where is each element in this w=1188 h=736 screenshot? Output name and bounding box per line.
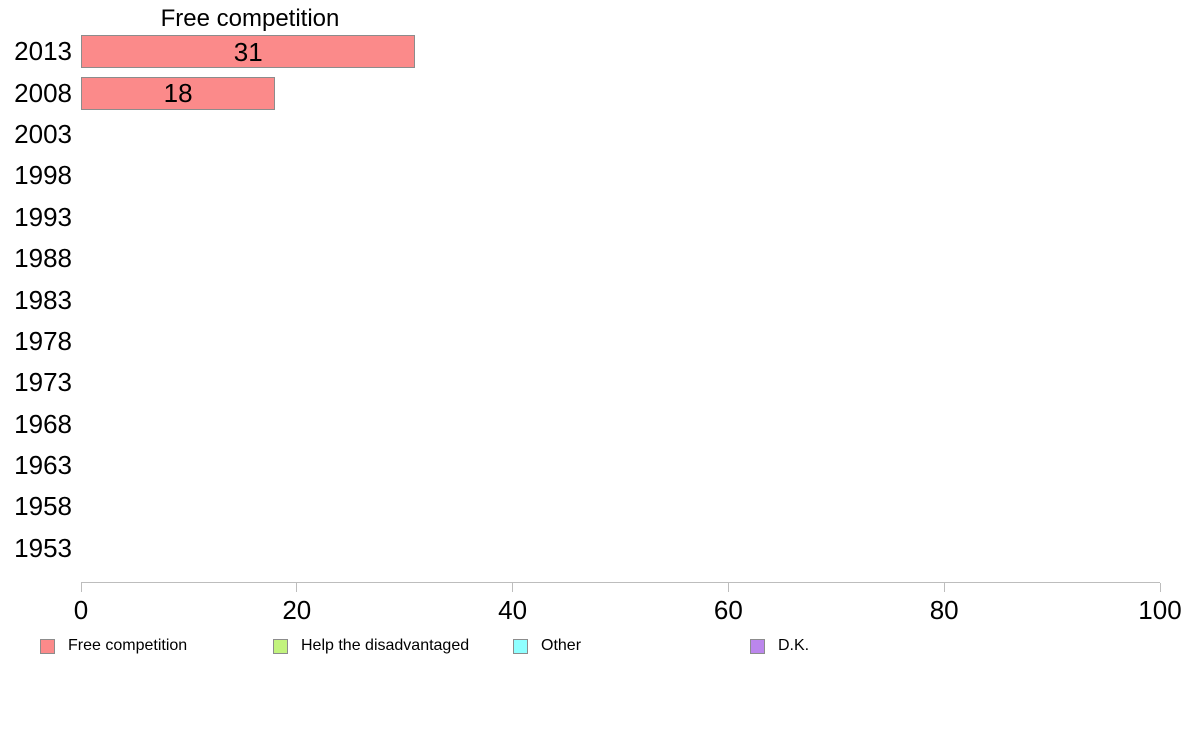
y-axis-label: 2008 xyxy=(14,77,72,108)
bar-track xyxy=(81,242,1160,275)
bar-row: 1968 xyxy=(0,404,1160,445)
bar-row: 1958 xyxy=(0,486,1160,527)
bar-track: 18 xyxy=(81,76,1160,110)
bar-row: 1998 xyxy=(0,155,1160,196)
y-axis-label: 1983 xyxy=(14,284,72,315)
x-axis-tick-label: 20 xyxy=(282,595,312,625)
legend-item: D.K. xyxy=(750,637,809,655)
x-axis: 0 20 40 60 80 100 xyxy=(74,582,1182,625)
bar-row: 1988 xyxy=(0,238,1160,279)
bar-value-label: 31 xyxy=(233,36,263,67)
y-axis-label: 1988 xyxy=(14,243,72,274)
bar-row: 1973 xyxy=(0,362,1160,403)
legend-label: Other xyxy=(541,637,582,654)
bar-row: 1983 xyxy=(0,279,1160,320)
y-axis-label: 1993 xyxy=(14,201,72,232)
y-axis-label: 2003 xyxy=(14,118,72,149)
y-axis-label: 1998 xyxy=(14,160,72,191)
bar-track xyxy=(81,532,1160,565)
bar-value-label: 18 xyxy=(163,78,193,109)
legend-item: Free competition xyxy=(40,637,187,655)
y-axis-label: 1953 xyxy=(14,532,72,563)
x-axis-tick xyxy=(943,583,945,592)
legend-item: Help the disadvantaged xyxy=(273,637,469,655)
bar-track xyxy=(81,118,1160,151)
y-axis-label: 1958 xyxy=(14,491,72,522)
bar-track xyxy=(81,201,1160,234)
bar-row: 2008 18 xyxy=(0,72,1160,113)
y-axis-label: 1978 xyxy=(14,325,72,356)
y-axis-label: 2013 xyxy=(14,36,72,67)
legend-swatch xyxy=(750,638,765,654)
bar-track xyxy=(81,366,1160,399)
x-axis-tick xyxy=(727,583,729,592)
legend-label: D.K. xyxy=(778,637,810,654)
bar-track xyxy=(81,284,1160,317)
bar-track xyxy=(81,490,1160,523)
bar-row: 2013 31 xyxy=(0,31,1160,72)
bar-row: 1953 xyxy=(0,528,1160,569)
legend-swatch xyxy=(273,638,288,654)
bar: 31 xyxy=(81,35,416,69)
bar-row: 1978 xyxy=(0,321,1160,362)
bar-track xyxy=(81,325,1160,358)
bar-row: 2003 xyxy=(0,114,1160,155)
x-axis-tick-label: 0 xyxy=(73,595,89,625)
x-axis-tick-label: 100 xyxy=(1138,595,1182,625)
legend-swatch xyxy=(513,638,528,654)
legend: Free competition Help the disadvantaged Ot… xyxy=(0,637,1188,661)
bar-track xyxy=(81,408,1160,441)
x-axis-tick-label: 80 xyxy=(929,595,959,625)
y-axis-label: 1963 xyxy=(14,450,72,481)
y-axis-label: 1973 xyxy=(14,367,72,398)
legend-label: Help the disadvantaged xyxy=(301,637,470,654)
bar-track xyxy=(81,159,1160,192)
x-axis-tick xyxy=(80,583,82,592)
legend-swatch xyxy=(40,638,55,654)
bar-row: 1993 xyxy=(0,197,1160,238)
x-axis-tick-label: 40 xyxy=(498,595,528,625)
chart-title: Free competition xyxy=(160,5,340,32)
bar-row: 1963 xyxy=(0,445,1160,486)
bar-track xyxy=(81,449,1160,482)
y-axis-label: 1968 xyxy=(14,408,72,439)
bar-rows: 2013 31 2008 18 2003 1998 1993 1988 1983 1978 1973… xyxy=(0,31,1160,569)
x-axis-tick xyxy=(1159,583,1161,592)
legend-label: Free competition xyxy=(68,637,188,654)
x-axis-tick-label: 60 xyxy=(713,595,743,625)
legend-item: Other xyxy=(513,637,581,655)
x-axis-tick xyxy=(296,583,298,592)
x-axis-tick xyxy=(512,583,514,592)
bar: 18 xyxy=(81,76,276,110)
bar-track: 31 xyxy=(81,35,1160,69)
